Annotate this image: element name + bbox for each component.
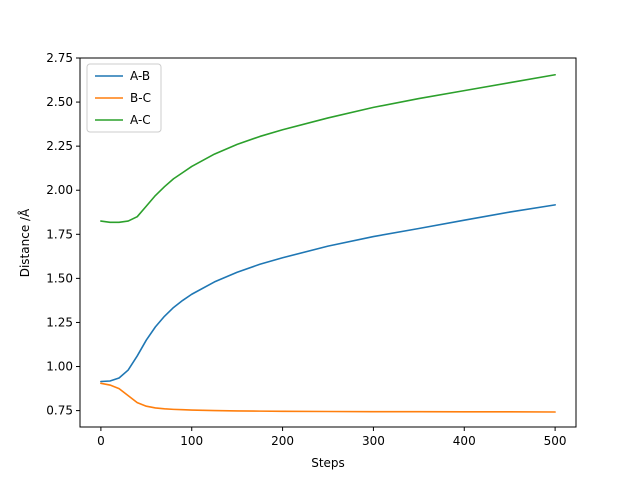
x-tick-label: 500	[544, 434, 567, 448]
y-tick-label: 1.00	[46, 360, 73, 374]
x-tick-label: 400	[453, 434, 476, 448]
plot-area	[79, 57, 577, 428]
y-axis-label: Distance /Å	[17, 208, 32, 277]
y-tick-label: 2.00	[46, 183, 73, 197]
series-lines	[100, 73, 556, 413]
x-tick-label: 0	[97, 434, 105, 448]
y-axis-ticks: 0.75 1.00 1.25 1.50 1.75 2.00 2.25 2.50 2.75	[46, 51, 80, 418]
y-tick-label: 2.25	[46, 139, 73, 153]
series-line-2	[100, 382, 556, 413]
plot-frame	[79, 57, 577, 428]
y-tick-label: 1.25	[46, 315, 73, 329]
x-tick-label: 300	[362, 434, 385, 448]
y-tick-label: 2.50	[46, 95, 73, 109]
legend-label: A-C	[130, 113, 151, 127]
legend-label: A-B	[130, 69, 150, 83]
series-line-3	[100, 73, 556, 224]
y-tick-label: 1.75	[46, 227, 73, 241]
legend-label: B-C	[130, 91, 151, 105]
x-axis-ticks: 0 100 200 300 400 500	[97, 427, 567, 448]
x-tick-label: 200	[271, 434, 294, 448]
y-tick-label: 2.75	[46, 51, 73, 65]
x-tick-label: 100	[180, 434, 203, 448]
y-tick-label: 1.50	[46, 271, 73, 285]
legend: A-B B-C A-C	[86, 63, 162, 133]
y-tick-label: 0.75	[46, 404, 73, 418]
x-axis-label: Steps	[311, 456, 345, 470]
series-line-1	[100, 204, 556, 383]
legend-box	[86, 63, 162, 133]
